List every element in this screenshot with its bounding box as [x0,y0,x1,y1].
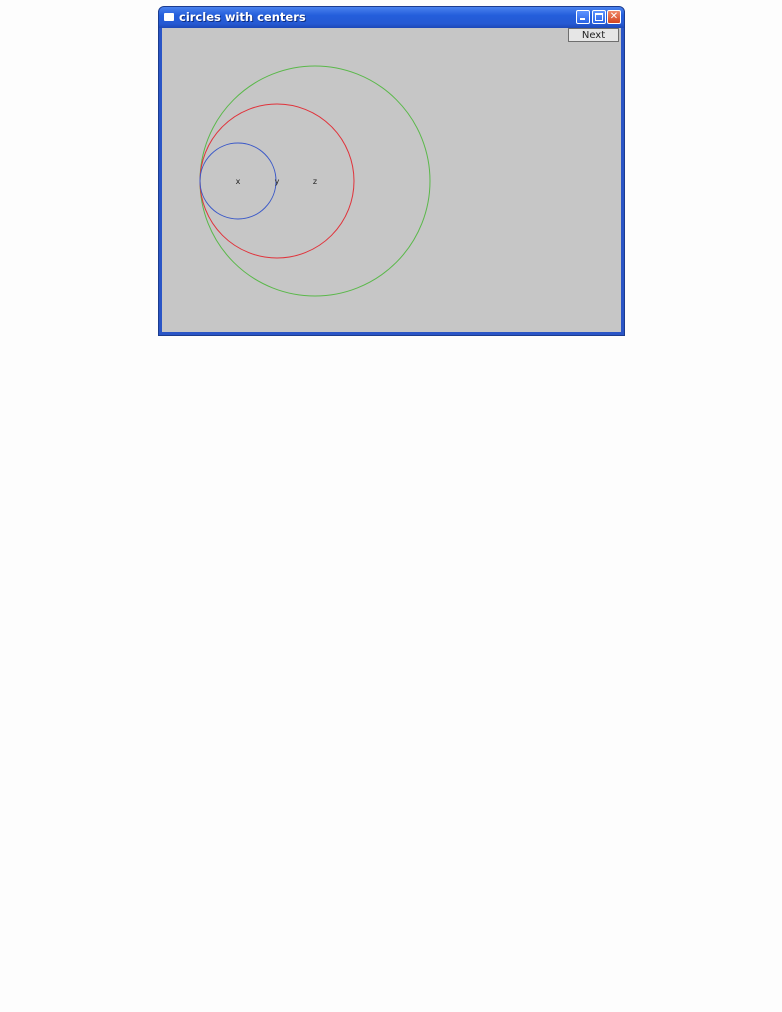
center-label-y: y [275,177,280,186]
close-icon: ✕ [609,11,619,22]
title-bar[interactable]: circles with centers ✕ [159,7,624,28]
window-title: circles with centers [179,10,306,24]
circles-canvas: x y z [199,65,431,297]
center-label-z: z [313,177,317,186]
minimize-icon [580,18,585,20]
center-label-x: x [236,177,241,186]
window-app-icon[interactable] [164,13,174,21]
maximize-icon [595,13,603,21]
next-button[interactable]: Next [568,28,619,42]
drawing-area: x y z Next [162,28,621,332]
maximize-button[interactable] [592,10,606,24]
close-button[interactable]: ✕ [607,10,621,24]
circle-x [199,142,277,220]
app-window: circles with centers ✕ x y z Next [158,6,625,336]
minimize-button[interactable] [576,10,590,24]
